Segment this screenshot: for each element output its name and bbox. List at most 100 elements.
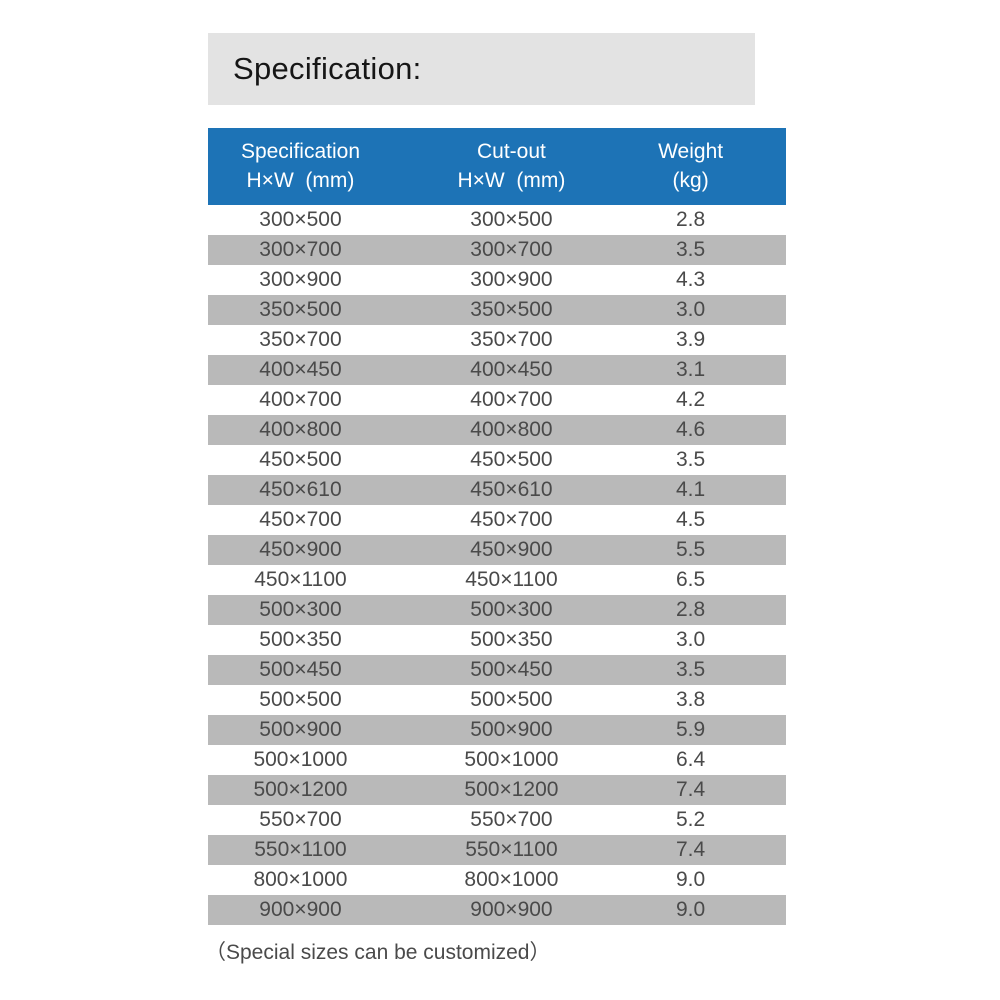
cell-specification: 500×1200 (253, 778, 348, 801)
table-row: 500×450 500×450 3.5 (208, 655, 786, 685)
table-row: 500×350 500×350 3.0 (208, 625, 786, 655)
cell-weight: 6.5 (676, 568, 706, 591)
table-row: 300×900 300×900 4.3 (208, 265, 786, 295)
cell-cutout: 450×700 (470, 508, 553, 531)
cell-specification: 800×1000 (253, 868, 348, 891)
table-row: 500×900 500×900 5.9 (208, 715, 786, 745)
cell-specification: 450×500 (259, 448, 342, 471)
cell-cutout: 450×500 (470, 448, 553, 471)
specification-table: Specification H×W (mm) Cut-out H×W (mm) … (208, 128, 786, 925)
cell-cutout: 900×900 (470, 898, 553, 921)
cell-weight: 3.5 (676, 658, 706, 681)
cell-cutout: 300×900 (470, 268, 553, 291)
table-row: 500×500 500×500 3.8 (208, 685, 786, 715)
cell-weight: 7.4 (676, 778, 706, 801)
table-row: 350×700 350×700 3.9 (208, 325, 786, 355)
table-row: 550×700 550×700 5.2 (208, 805, 786, 835)
cell-cutout: 550×700 (470, 808, 553, 831)
cell-specification: 500×900 (259, 718, 342, 741)
cell-weight: 4.6 (676, 418, 706, 441)
cell-specification: 300×900 (259, 268, 342, 291)
cell-weight: 3.8 (676, 688, 706, 711)
column-header-specification-line2: H×W (mm) (246, 169, 355, 192)
table-row: 400×450 400×450 3.1 (208, 355, 786, 385)
cell-weight: 4.2 (676, 388, 706, 411)
column-header-cutout: Cut-out H×W (mm) (393, 137, 630, 205)
table-row: 350×500 350×500 3.0 (208, 295, 786, 325)
cell-weight: 3.9 (676, 328, 706, 351)
table-row: 500×1000 500×1000 6.4 (208, 745, 786, 775)
column-header-cutout-line1: Cut-out (477, 140, 546, 163)
table-row: 450×1100 450×1100 6.5 (208, 565, 786, 595)
table-row: 400×800 400×800 4.6 (208, 415, 786, 445)
table-row: 500×300 500×300 2.8 (208, 595, 786, 625)
cell-specification: 300×700 (259, 238, 342, 261)
cell-weight: 9.0 (676, 868, 706, 891)
cell-weight: 3.5 (676, 448, 706, 471)
table-row: 300×500 300×500 2.8 (208, 205, 786, 235)
table-row: 450×700 450×700 4.5 (208, 505, 786, 535)
column-header-weight: Weight (kg) (630, 137, 751, 205)
cell-specification: 500×500 (259, 688, 342, 711)
cell-specification: 450×1100 (254, 568, 347, 591)
cell-cutout: 350×700 (470, 328, 553, 351)
cell-cutout: 300×700 (470, 238, 553, 261)
cell-specification: 550×1100 (254, 838, 347, 861)
cell-cutout: 800×1000 (464, 868, 559, 891)
cell-specification: 900×900 (259, 898, 342, 921)
table-row: 450×610 450×610 4.1 (208, 475, 786, 505)
cell-cutout: 300×500 (470, 208, 553, 231)
cell-cutout: 500×1200 (464, 778, 559, 801)
table-row: 300×700 300×700 3.5 (208, 235, 786, 265)
cell-cutout: 400×700 (470, 388, 553, 411)
cell-weight: 3.0 (676, 628, 706, 651)
cell-weight: 3.0 (676, 298, 706, 321)
column-header-specification: Specification H×W (mm) (208, 137, 393, 205)
cell-specification: 400×700 (259, 388, 342, 411)
section-title: Specification: (233, 51, 422, 86)
cell-specification: 300×500 (259, 208, 342, 231)
cell-weight: 4.1 (676, 478, 706, 501)
cell-weight: 7.4 (676, 838, 706, 861)
cell-specification: 400×800 (259, 418, 342, 441)
column-header-cutout-line2: H×W (mm) (457, 169, 566, 192)
cell-specification: 500×1000 (253, 748, 348, 771)
footer-note: （Special sizes can be customized） (205, 941, 551, 964)
cell-cutout: 500×300 (470, 598, 553, 621)
table-row: 500×1200 500×1200 7.4 (208, 775, 786, 805)
table-row: 400×700 400×700 4.2 (208, 385, 786, 415)
cell-specification: 350×700 (259, 328, 342, 351)
cell-weight: 2.8 (676, 598, 706, 621)
cell-specification: 450×900 (259, 538, 342, 561)
table-row: 550×1100 550×1100 7.4 (208, 835, 786, 865)
table-row: 900×900 900×900 9.0 (208, 895, 786, 925)
cell-weight: 5.2 (676, 808, 706, 831)
cell-specification: 500×300 (259, 598, 342, 621)
cell-cutout: 450×900 (470, 538, 553, 561)
cell-cutout: 500×1000 (464, 748, 559, 771)
cell-cutout: 500×450 (470, 658, 553, 681)
cell-specification: 400×450 (259, 358, 342, 381)
table-header: Specification H×W (mm) Cut-out H×W (mm) … (208, 128, 786, 205)
cell-specification: 350×500 (259, 298, 342, 321)
cell-cutout: 550×1100 (465, 838, 558, 861)
cell-weight: 5.9 (676, 718, 706, 741)
cell-specification: 500×350 (259, 628, 342, 651)
table-row: 450×500 450×500 3.5 (208, 445, 786, 475)
cell-cutout: 450×610 (470, 478, 553, 501)
section-title-bar: Specification: (208, 33, 755, 105)
cell-weight: 3.1 (676, 358, 706, 381)
cell-specification: 450×610 (259, 478, 342, 501)
cell-cutout: 500×900 (470, 718, 553, 741)
table-body: 300×500 300×500 2.8 300×700 300×700 3.5 300×90… (208, 205, 786, 925)
cell-cutout: 400×800 (470, 418, 553, 441)
cell-weight: 2.8 (676, 208, 706, 231)
cell-cutout: 500×350 (470, 628, 553, 651)
column-header-weight-line2: (kg) (672, 169, 709, 192)
cell-weight: 5.5 (676, 538, 706, 561)
cell-weight: 4.5 (676, 508, 706, 531)
table-row: 450×900 450×900 5.5 (208, 535, 786, 565)
cell-weight: 4.3 (676, 268, 706, 291)
cell-weight: 3.5 (676, 238, 706, 261)
